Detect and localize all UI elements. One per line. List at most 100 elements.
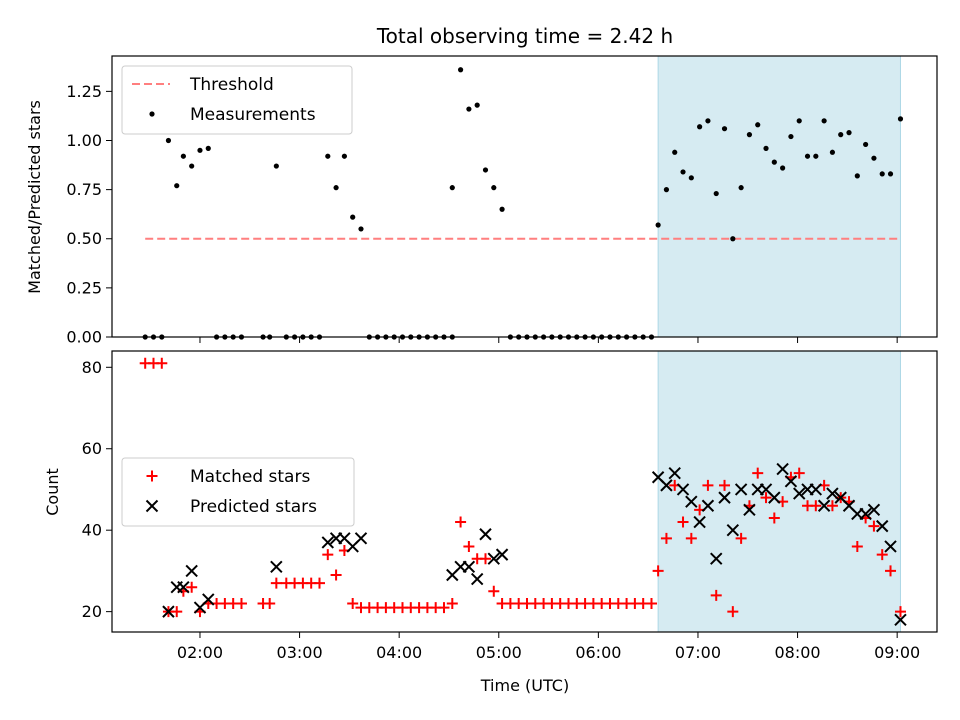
predicted-star-point [479, 528, 492, 541]
ratio-y-axis-label: Matched/Predicted stars [25, 100, 44, 294]
measurement-point [663, 187, 670, 193]
legend-measurements-swatch [149, 111, 155, 117]
predicted-star-point [718, 491, 731, 504]
measurement-point [499, 206, 505, 212]
x-tick-label: 08:00 [775, 643, 821, 662]
matched-star-point [330, 569, 342, 581]
count-y-tick-label: 40 [82, 521, 102, 540]
count-panel: 20 40 60 80 02:00 03:00 04:00 05:00 06:00 07:00 08… [82, 350, 938, 662]
matched-star-point [171, 606, 183, 618]
measurement-point [846, 130, 852, 136]
matched-star-point [677, 516, 689, 528]
legend-label: Predicted stars [190, 497, 317, 517]
measurement-point [449, 185, 455, 191]
measurement-point [780, 165, 786, 171]
predicted-star-point [743, 503, 756, 517]
ratio-y-tick-label: 1.25 [66, 82, 102, 101]
measurement-point [738, 185, 744, 191]
ratio-y-tick-label: 0.00 [66, 328, 102, 347]
measurement-point [705, 118, 711, 124]
measurement-point [879, 171, 885, 177]
matched-star-point [156, 357, 168, 369]
predicted-star-point [321, 536, 335, 549]
figure-title: Total observing time = 2.42 h [376, 24, 673, 48]
matched-star-point [719, 479, 731, 491]
measurement-point [763, 145, 769, 151]
predicted-star-point [876, 519, 889, 533]
predicted-star-point [776, 462, 789, 476]
measurement-point [796, 118, 802, 124]
predicted-star-point [867, 503, 881, 517]
measurement-point [730, 236, 736, 242]
predicted-star-point [487, 552, 500, 565]
predicted-star-point [354, 532, 368, 545]
predicted-star-point [734, 483, 748, 496]
predicted-star-point [185, 564, 198, 578]
measurement-point [804, 153, 811, 159]
predicted-star-point [270, 560, 283, 574]
matched-star-point [710, 589, 722, 601]
matched-star-point [894, 606, 906, 618]
count-y-axis-label: Count [43, 468, 62, 516]
x-axis-label: Time (UTC) [480, 676, 569, 695]
predicted-star-point [462, 560, 476, 574]
legend-label: Measurements [190, 105, 316, 125]
matched-star-point [876, 549, 888, 561]
predicted-star-point [470, 572, 484, 586]
matched-star-point [322, 549, 334, 561]
measurement-point [205, 145, 211, 151]
matched-star-point [768, 512, 780, 524]
measurement-point [838, 132, 844, 138]
count-y-tick-label: 20 [82, 602, 102, 621]
matched-star-point [235, 597, 247, 609]
predicted-star-point [495, 548, 509, 561]
predicted-star-point [668, 466, 681, 480]
measurement-point [680, 169, 686, 175]
count-legend: Matched stars Predicted stars [121, 457, 355, 527]
count-legend-box [121, 457, 355, 527]
matched-star-point [702, 479, 714, 491]
matched-star-point [264, 597, 276, 609]
measurement-point [721, 126, 728, 132]
measurement-point [333, 185, 339, 191]
measurement-point [189, 163, 195, 169]
measurement-point [771, 159, 777, 165]
matched-star-point [438, 602, 450, 614]
measurement-point [358, 226, 364, 232]
measurement-point [887, 171, 894, 177]
predicted-star-point [177, 580, 190, 594]
measurement-point [897, 116, 904, 122]
measurement-point [466, 106, 472, 112]
ratio-y-tick-label: 0.75 [66, 180, 102, 199]
measurement-point [755, 122, 761, 128]
matched-star-point [760, 492, 772, 504]
predicted-star-point [701, 499, 715, 512]
predicted-star-point [710, 552, 723, 565]
predicted-star-point [676, 483, 690, 496]
ratio-panel: 0.00 0.25 0.50 0.75 1.00 1.25 Threshold Measure… [66, 55, 938, 347]
measurement-point [174, 183, 180, 189]
measurement-point [829, 149, 836, 155]
measurement-point [788, 133, 794, 140]
predicted-star-point [162, 605, 175, 618]
matched-star-point [660, 532, 672, 544]
ratio-y-tick-label: 0.25 [66, 278, 102, 297]
measurement-point [871, 155, 877, 161]
predicted-star-point [784, 475, 798, 488]
measurement-point [854, 173, 860, 179]
x-tick-label: 02:00 [177, 643, 223, 662]
matched-star-point [752, 467, 764, 479]
matched-star-point [645, 597, 657, 609]
x-tick-label: 09:00 [874, 643, 920, 662]
predicted-star-point [202, 593, 215, 606]
matched-star-point [455, 516, 467, 528]
predicted-star-point [817, 499, 831, 512]
measurement-point [350, 214, 356, 220]
legend-matched-swatch [146, 470, 158, 482]
count-axes-frame [111, 350, 938, 633]
ratio-y-tick-label: 0.50 [66, 229, 102, 248]
x-tick-label: 07:00 [675, 643, 721, 662]
measurement-point [813, 153, 819, 159]
count-y-tick-label: 60 [82, 439, 102, 458]
